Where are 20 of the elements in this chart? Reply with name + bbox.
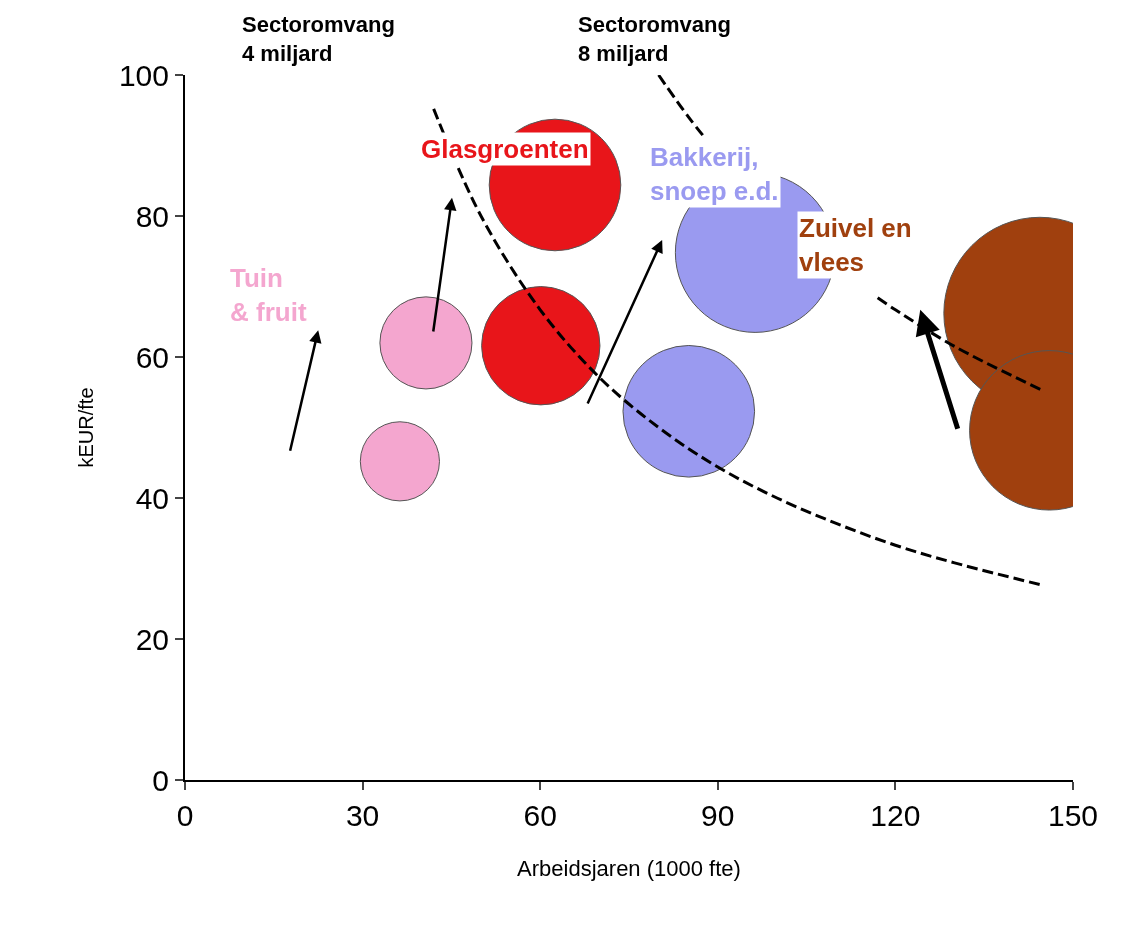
y-axis-title: kEUR/fte xyxy=(74,387,97,468)
text: Sectoromvang 4 miljard xyxy=(242,12,395,66)
x-tick-label: 0 xyxy=(176,799,194,832)
x-axis-title: Arbeidsjaren (1000 fte) xyxy=(517,856,741,882)
y-tick-label: 80 xyxy=(135,199,169,233)
series-label: Glasgroenten xyxy=(421,134,589,164)
series-label: Zuivel en vlees xyxy=(799,213,912,277)
y-tick-label: 40 xyxy=(135,481,169,515)
x-tick-label: 120 xyxy=(870,799,921,832)
y-tick-label: 100 xyxy=(118,58,169,92)
series-label: Bakkerij, snoep e.d. xyxy=(650,142,779,206)
text: Sectoromvang 8 miljard xyxy=(578,12,731,66)
y-tick-label: 20 xyxy=(135,622,169,656)
text: Tuin & fruit xyxy=(230,263,307,327)
x-tick-label: 30 xyxy=(345,799,380,832)
x-tick-label: 60 xyxy=(523,799,557,832)
y-tick-label: 60 xyxy=(135,340,169,374)
x-tick-label: 90 xyxy=(701,799,735,832)
y-tick-label: 0 xyxy=(152,763,169,797)
x-tick-label: 150 xyxy=(1047,799,1099,832)
